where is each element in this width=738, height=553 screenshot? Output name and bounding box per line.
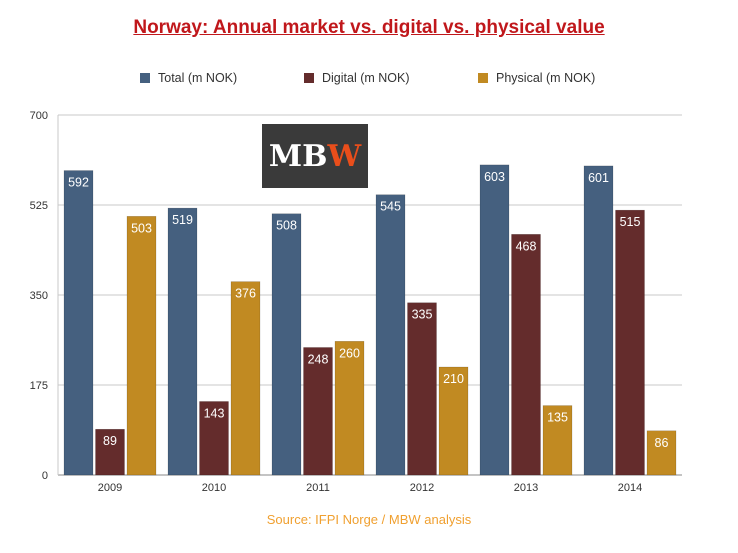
x-tick-label: 2010 [202,482,226,494]
legend-label-digital: Digital (m NOK) [322,71,410,85]
data-label: 468 [516,239,537,253]
data-label: 515 [620,215,641,229]
y-tick-label: 0 [42,470,48,482]
bar-physical [646,430,677,476]
bar-digital [199,401,229,476]
source-note: Source: IFPI Norge / MBW analysis [266,512,472,527]
legend: Total (m NOK) Digital (m NOK) Physical (… [0,71,738,89]
bar-digital [95,428,125,476]
data-label: 603 [484,170,505,184]
legend-label-total: Total (m NOK) [158,71,238,85]
bar-digital [407,302,437,476]
bar-total [375,194,406,476]
legend-label-physical: Physical (m NOK) [496,71,596,85]
data-label: 135 [547,411,568,425]
data-label: 89 [103,434,117,448]
data-label: 519 [172,213,193,227]
y-tick-label: 525 [30,200,48,212]
y-tick-label: 175 [30,380,48,392]
data-label: 210 [443,372,464,386]
bar-physical [438,366,469,476]
data-label: 260 [339,346,360,360]
bar-digital [615,209,645,476]
bar-total [583,165,614,476]
data-label: 335 [412,308,433,322]
data-label: 86 [655,436,669,450]
bar-digital [511,234,541,476]
legend-swatch-total [140,73,150,83]
bar-total [479,164,510,476]
data-label: 376 [235,287,256,301]
x-tick-label: 2011 [306,482,330,494]
legend-swatch-physical [478,73,488,83]
legend-item-total: Total (m NOK) [140,71,237,85]
bar-physical [126,216,157,476]
x-tick-label: 2013 [514,482,538,494]
bar-physical [334,341,365,476]
x-tick-label: 2009 [98,482,122,494]
bar-physical [230,281,261,476]
y-tick-label: 700 [30,110,48,122]
data-label: 601 [588,171,609,185]
bar-total [167,207,198,476]
data-label: 545 [380,200,401,214]
legend-item-physical: Physical (m NOK) [478,71,595,85]
bar-total [271,213,302,476]
mbw-logo: MBW [262,124,368,188]
chart-title: Norway: Annual market vs. digital vs. ph… [133,17,605,38]
data-label: 508 [276,219,297,233]
data-label: 248 [308,352,329,366]
data-label: 592 [68,176,89,190]
legend-swatch-digital [304,73,314,83]
data-label: 143 [204,406,225,420]
logo-text: MBW [268,138,362,174]
data-label: 503 [131,221,152,235]
y-tick-label: 350 [30,290,48,302]
x-tick-label: 2012 [410,482,434,494]
bar-digital [303,347,333,476]
legend-item-digital: Digital (m NOK) [304,71,410,85]
bar-physical [542,405,573,476]
x-tick-label: 2014 [618,482,642,494]
bar-total [63,170,94,476]
